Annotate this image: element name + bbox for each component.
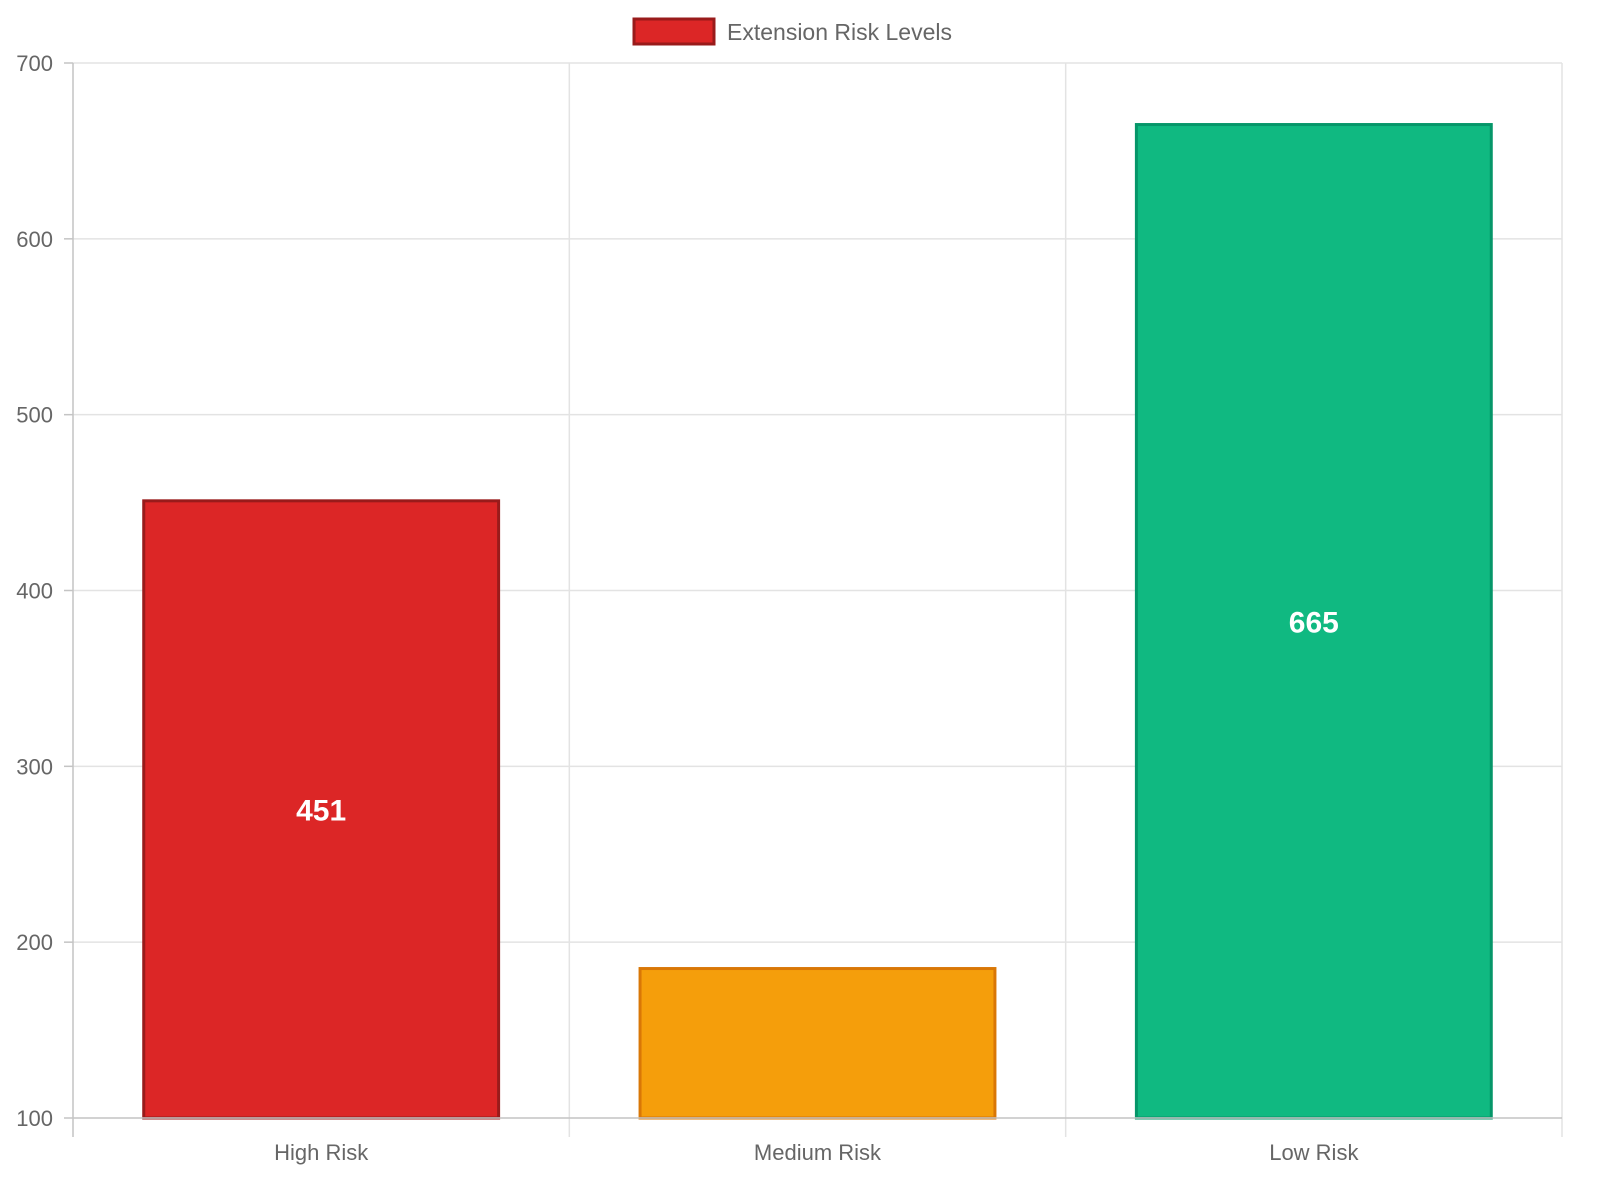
x-tick-label-low-risk: Low Risk [1269, 1140, 1359, 1165]
data-label-low-risk: 665 [1289, 606, 1339, 639]
data-label-high-risk: 451 [296, 794, 346, 827]
y-tick-label-600: 600 [16, 227, 53, 252]
legend[interactable]: Extension Risk Levels [632, 17, 952, 46]
y-tick-label-500: 500 [16, 403, 53, 428]
y-tick-label-700: 700 [16, 51, 53, 76]
legend-swatch-extension-risk-levels[interactable] [632, 17, 716, 46]
bar-medium-risk[interactable] [638, 967, 997, 1120]
y-tick-label-200: 200 [16, 930, 53, 955]
legend-label-extension-risk-levels[interactable]: Extension Risk Levels [727, 19, 952, 45]
y-axis-ticks: 100 200 300 400 500 600 700 [16, 51, 73, 1131]
axes [72, 63, 1562, 1137]
bars [142, 123, 1493, 1120]
y-tick-label-100: 100 [16, 1106, 53, 1131]
x-axis-ticks: High Risk Medium Risk Low Risk [274, 1140, 1359, 1165]
data-labels: 451 665 [296, 606, 1339, 827]
y-tick-label-300: 300 [16, 754, 53, 779]
y-tick-label-400: 400 [16, 579, 53, 604]
bar-high-risk[interactable] [142, 499, 501, 1120]
x-tick-label-medium-risk: Medium Risk [754, 1140, 882, 1165]
x-tick-label-high-risk: High Risk [274, 1140, 369, 1165]
